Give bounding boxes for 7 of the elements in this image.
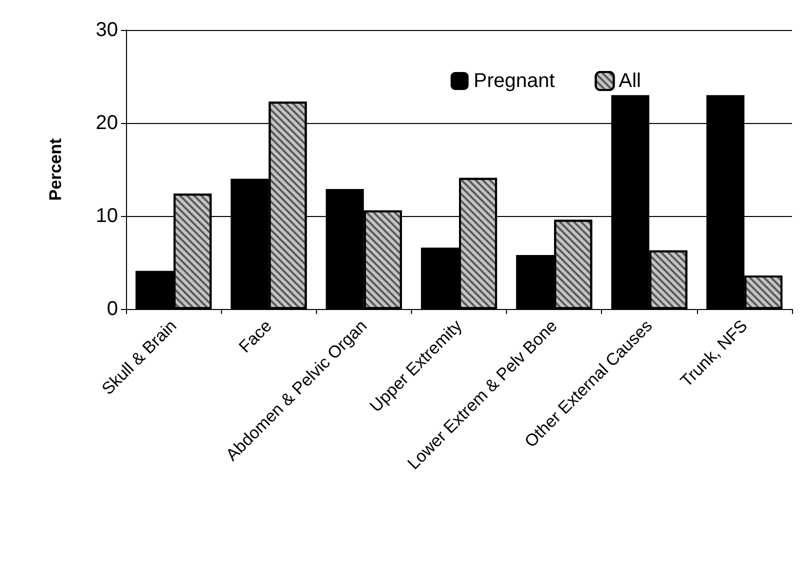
y-tick-label: 20 (96, 112, 118, 134)
legend-label: All (618, 70, 642, 92)
y-axis-title: Percent (46, 138, 65, 201)
y-tick-label: 30 (96, 19, 118, 41)
y-tick-label: 0 (106, 298, 118, 320)
legend-label: Pregnant (474, 70, 556, 92)
y-tick-label: 10 (96, 205, 118, 227)
